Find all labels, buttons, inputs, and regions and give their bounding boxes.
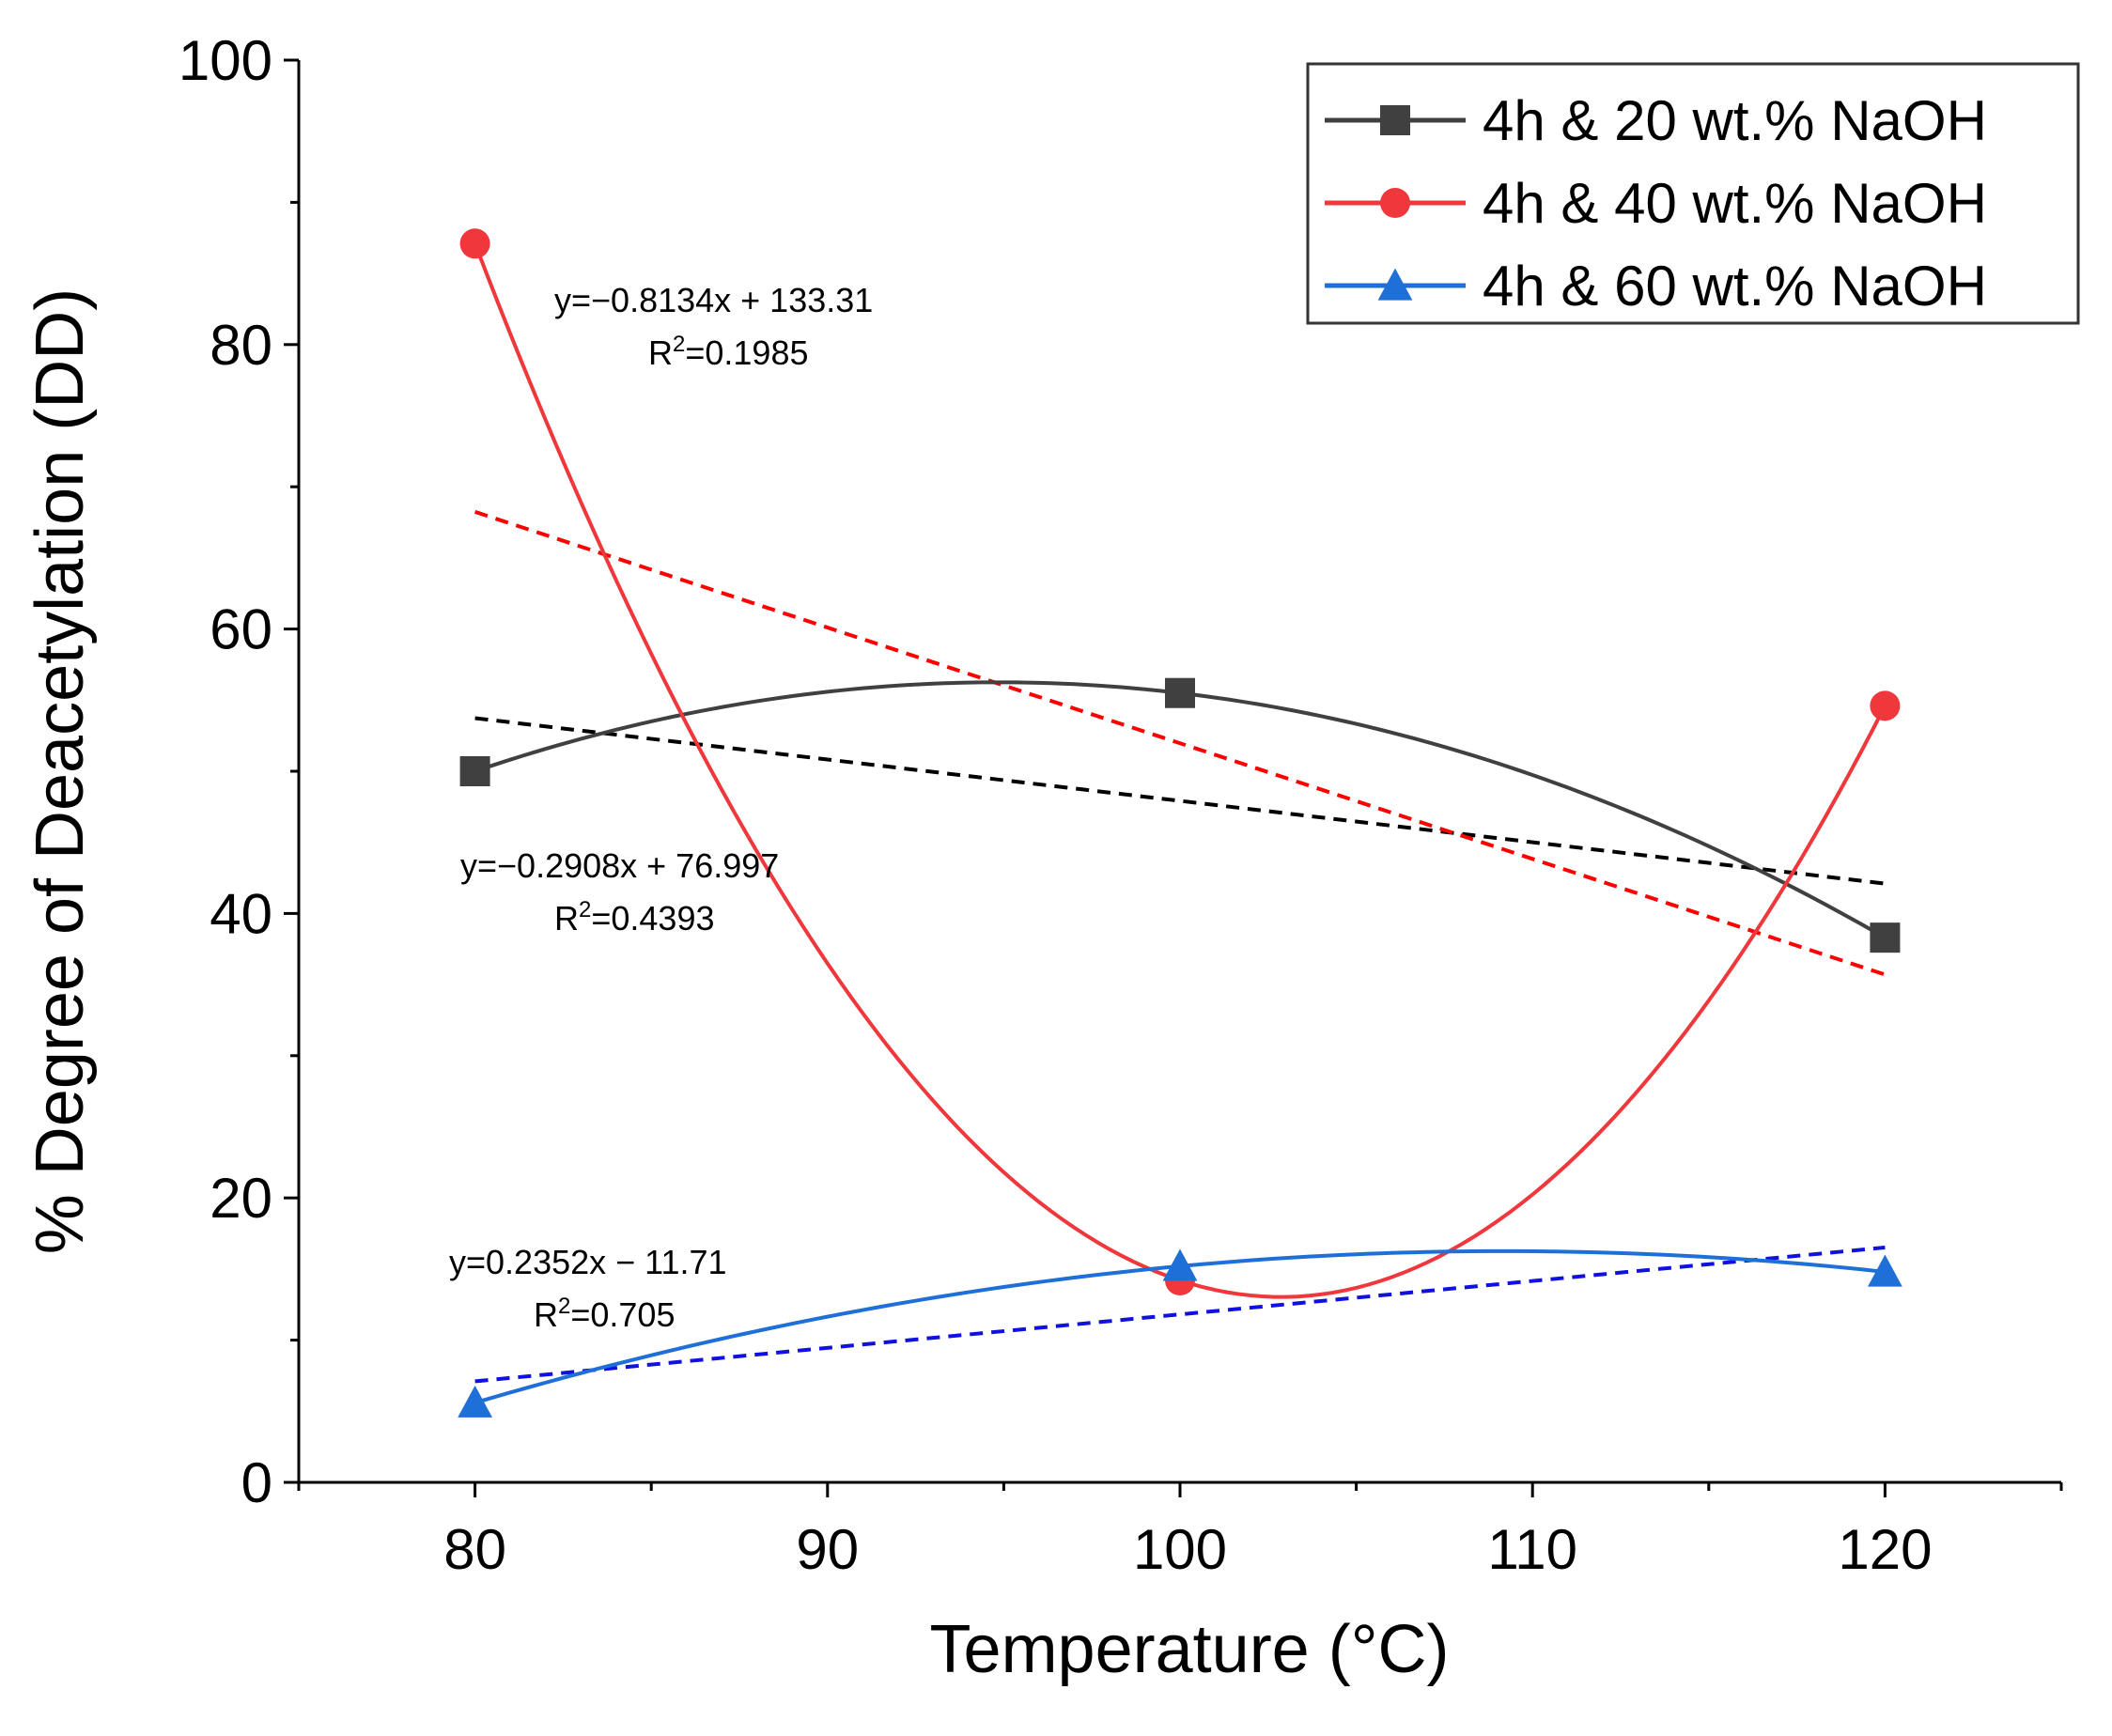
- data-point-series-3: [1868, 1254, 1902, 1287]
- curve-series-2: [473, 242, 1887, 1299]
- y-axis-title: % Degree of Deacetylation (DD): [23, 288, 98, 1254]
- markers-layer: [458, 228, 1902, 1418]
- data-point-series-2: [459, 228, 490, 259]
- r2-value: =0.4393: [591, 899, 714, 938]
- x-axis-title: Temperature (°C): [930, 1612, 1450, 1687]
- fit-r2-series-3: R2=0.705: [534, 1294, 675, 1334]
- x-tick-label: 110: [1487, 1518, 1577, 1581]
- x-tick-label: 80: [443, 1518, 506, 1581]
- data-point-series-3: [458, 1385, 492, 1418]
- y-tick-label: 60: [210, 598, 272, 661]
- fit-equation-series-3: y=0.2352x − 11.71: [449, 1243, 727, 1281]
- r2-value: =0.1985: [685, 333, 808, 372]
- r2-superscript: 2: [558, 1294, 570, 1319]
- data-point-series-1: [1165, 677, 1195, 708]
- data-point-series-1: [459, 756, 490, 786]
- r2-superscript: 2: [673, 332, 685, 357]
- y-tick-label: 100: [179, 29, 272, 92]
- r2-value: =0.705: [570, 1295, 675, 1334]
- legend: 4h & 20 wt.% NaOH 4h & 40 wt.% NaOH 4h & 6…: [1306, 62, 2080, 325]
- legend-box: [1306, 62, 2080, 325]
- legend-label-series-1: 4h & 20 wt.% NaOH: [1483, 89, 1987, 152]
- curves-layer: [473, 242, 1887, 1405]
- fit-r2-series-2: R2=0.1985: [648, 332, 809, 372]
- axes-layer: 0 20 40 60 80 100 80 90 100 110 120 Temperature (°C…: [23, 29, 2063, 1687]
- x-tick-label: 120: [1838, 1518, 1932, 1581]
- legend-label-series-3: 4h & 60 wt.% NaOH: [1483, 255, 1987, 318]
- trendlines-layer: [474, 509, 1887, 1384]
- r2-label: R: [534, 1295, 558, 1334]
- fit-equation-series-2: y=−0.8134x + 133.31: [554, 281, 873, 319]
- fit-r2-series-1: R2=0.4393: [554, 897, 715, 938]
- data-point-series-3: [1162, 1248, 1198, 1281]
- x-tick-label: 100: [1133, 1518, 1227, 1581]
- legend-marker-series-2: [1380, 188, 1410, 218]
- data-point-series-2: [1870, 690, 1901, 721]
- legend-label-series-2: 4h & 40 wt.% NaOH: [1483, 172, 1987, 235]
- r2-label: R: [554, 899, 579, 938]
- r2-superscript: 2: [579, 897, 591, 922]
- legend-marker-series-1: [1380, 105, 1410, 135]
- legend-marker-series-3: [1377, 268, 1413, 301]
- x-tick-label: 90: [796, 1518, 859, 1581]
- r2-label: R: [648, 333, 673, 372]
- trendline-series-2: [474, 509, 1887, 977]
- y-tick-label: 20: [210, 1167, 272, 1230]
- y-tick-label: 40: [210, 882, 272, 945]
- data-point-series-1: [1870, 922, 1901, 953]
- y-tick-label: 80: [210, 314, 272, 377]
- fit-equation-series-1: y=−0.2908x + 76.997: [460, 846, 779, 885]
- y-tick-label: 0: [241, 1451, 272, 1514]
